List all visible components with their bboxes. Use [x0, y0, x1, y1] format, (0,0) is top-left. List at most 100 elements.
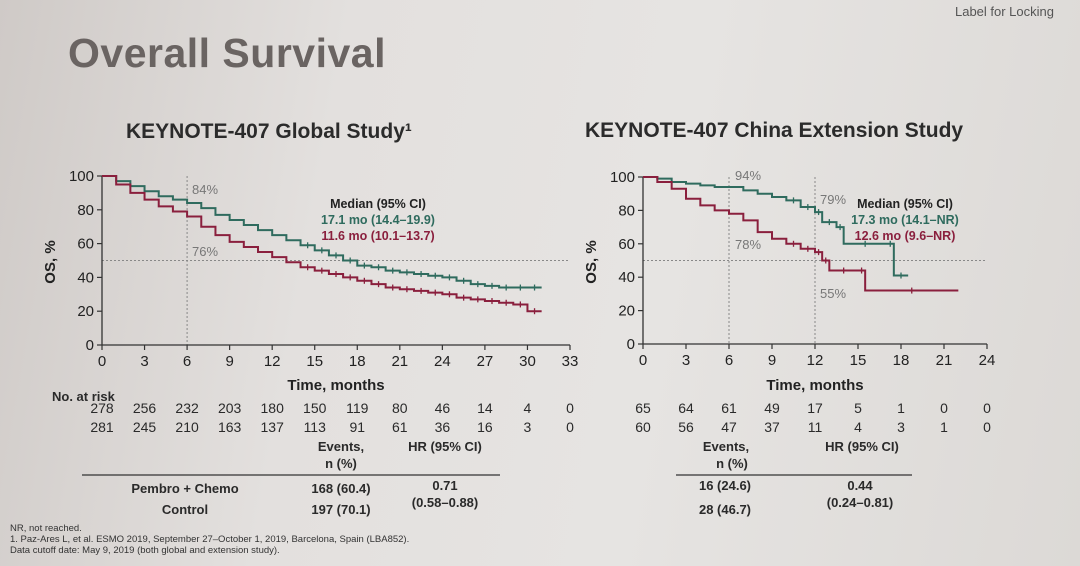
right-risk-control: 4: [854, 419, 862, 435]
footnote-1: NR, not reached.: [10, 523, 82, 534]
left-risk-pembro: 232: [175, 400, 199, 416]
right-x-tick-label: 12: [807, 352, 824, 369]
left-y-axis-label: OS, %: [42, 240, 59, 283]
left-hr-header: HR (95% CI): [408, 439, 482, 454]
right-x-tick-label: 21: [936, 352, 953, 369]
right-panel-title: KEYNOTE-407 China Extension Study: [585, 119, 964, 142]
right-risk-pembro: 64: [678, 400, 694, 416]
left-y-tick-label: 40: [77, 269, 94, 286]
left-risk-pembro: 46: [435, 400, 451, 416]
right-events-pembro: 16 (24.6): [699, 478, 751, 493]
lock-label: Label for Locking: [954, 4, 1054, 19]
right-median-control: 12.6 mo (9.6–NR): [855, 229, 956, 243]
left-x-tick-label: 24: [434, 353, 451, 370]
right-x-tick-label: 9: [768, 352, 776, 369]
left-panel-title: KEYNOTE-407 Global Study¹: [126, 120, 412, 143]
left-x-tick-label: 27: [477, 353, 494, 370]
right-risk-pembro: 1: [897, 400, 905, 416]
left-median-pembro: 17.1 mo (14.4–19.9): [321, 213, 435, 227]
right-risk-control: 11: [808, 419, 823, 435]
left-y-tick-label: 80: [77, 202, 94, 219]
left-risk-control: 91: [349, 419, 365, 435]
left-risk-pembro: 180: [261, 400, 285, 416]
left-x-tick-label: 9: [225, 353, 233, 370]
right-events-header-unit: n (%): [716, 456, 748, 471]
right-median-pembro: 17.3 mo (14.1–NR): [851, 213, 959, 227]
left-x-tick-label: 0: [98, 353, 106, 370]
left-risk-pembro: 150: [303, 400, 327, 416]
left-risk-control: 3: [524, 419, 532, 435]
left-x-tick-label: 30: [519, 353, 536, 370]
left-median-header: Median (95% CI): [330, 197, 426, 211]
left-events-header: Events,: [318, 439, 364, 454]
left-risk-pembro: 256: [133, 400, 157, 416]
left-y-tick-label: 100: [69, 168, 94, 185]
left-events-control: 197 (70.1): [311, 502, 370, 517]
left-row-label-pembro: Pembro + Chemo: [131, 481, 238, 496]
right-y-tick-label: 60: [618, 236, 635, 253]
right-x-tick-label: 3: [682, 352, 690, 369]
right-risk-control: 56: [678, 419, 694, 435]
left-risk-pembro: 203: [218, 400, 242, 416]
right-median-header: Median (95% CI): [857, 197, 953, 211]
left-y-tick-label: 60: [77, 236, 94, 253]
right-x-tick-label: 24: [979, 352, 996, 369]
right-risk-pembro: 49: [764, 400, 780, 416]
left-x-tick-label: 3: [140, 353, 148, 370]
left-risk-control: 210: [175, 419, 199, 435]
footnote-3: Data cutoff date: May 9, 2019 (both glob…: [10, 545, 280, 556]
left-x-tick-label: 33: [562, 353, 579, 370]
right-risk-pembro: 0: [940, 400, 948, 416]
right-hr-header: HR (95% CI): [825, 439, 899, 454]
left-risk-control: 281: [90, 419, 114, 435]
left-hr-value: 0.71: [432, 478, 457, 493]
right-risk-control: 47: [721, 419, 737, 435]
right-risk-pembro: 61: [721, 400, 737, 416]
right-risk-control: 0: [983, 419, 991, 435]
right-x-tick-label: 0: [639, 352, 647, 369]
right-x-tick-label: 15: [850, 352, 867, 369]
right-y-tick-label: 0: [627, 336, 635, 353]
right-pembro-6mo-label: 94%: [735, 168, 761, 183]
left-x-tick-label: 21: [391, 353, 408, 370]
right-y-tick-label: 20: [618, 303, 635, 320]
left-risk-control: 137: [261, 419, 285, 435]
right-events-control: 28 (46.7): [699, 502, 751, 517]
left-risk-pembro: 4: [524, 400, 532, 416]
right-pembro-12mo-label: 79%: [820, 192, 846, 207]
left-risk-pembro: 0: [566, 400, 574, 416]
left-risk-control: 163: [218, 419, 242, 435]
footnote-2: 1. Paz-Ares L, et al. ESMO 2019, Septemb…: [10, 534, 409, 545]
right-risk-control: 60: [635, 419, 651, 435]
left-risk-control: 0: [566, 419, 574, 435]
left-pembro-curve: [102, 175, 542, 289]
right-control-curve: [643, 176, 959, 292]
right-risk-pembro: 5: [854, 400, 862, 416]
left-events-header-unit: n (%): [325, 456, 357, 471]
left-median-control: 11.6 mo (10.1–13.7): [321, 229, 434, 243]
right-x-axis-label: Time, months: [766, 377, 863, 394]
right-x-tick-label: 18: [893, 352, 910, 369]
left-events-pembro: 168 (60.4): [311, 481, 370, 496]
left-risk-control: 245: [133, 419, 157, 435]
slide-title: Overall Survival: [68, 30, 386, 76]
left-risk-control: 36: [435, 419, 451, 435]
right-hr-value: 0.44: [847, 478, 873, 493]
left-x-tick-label: 12: [264, 353, 281, 370]
left-y-tick-label: 0: [86, 337, 94, 354]
right-control-12mo-label: 55%: [820, 286, 846, 301]
right-events-header: Events,: [703, 439, 749, 454]
left-control-pct-label: 76%: [192, 244, 218, 259]
right-hr-ci: (0.24–0.81): [827, 495, 894, 510]
right-risk-pembro: 17: [807, 400, 823, 416]
left-x-tick-label: 6: [183, 353, 191, 370]
right-y-tick-label: 80: [618, 202, 635, 219]
left-risk-pembro: 278: [90, 400, 114, 416]
risk-table-label: No. at risk: [52, 389, 116, 404]
left-risk-pembro: 80: [392, 400, 408, 416]
left-risk-pembro: 14: [477, 400, 493, 416]
right-risk-control: 37: [764, 419, 780, 435]
